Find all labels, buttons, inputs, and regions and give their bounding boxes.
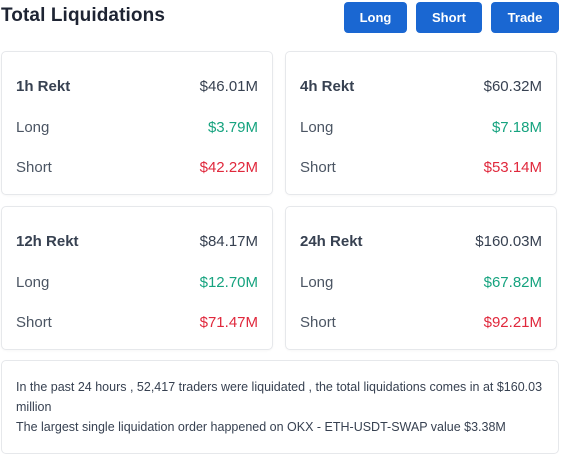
card-total-value: $60.32M bbox=[483, 77, 542, 95]
card-short-row: Short $71.47M bbox=[16, 312, 258, 332]
card-long-row: Long $3.79M bbox=[16, 117, 258, 137]
short-label: Short bbox=[16, 158, 52, 176]
long-label: Long bbox=[300, 273, 334, 291]
card-4h-rekt: 4h Rekt $60.32M Long $7.18M Short $53.14… bbox=[285, 51, 557, 195]
short-button[interactable]: Short bbox=[416, 2, 482, 33]
card-total-row: 1h Rekt $46.01M bbox=[16, 76, 258, 96]
card-total-row: 24h Rekt $160.03M bbox=[300, 231, 542, 251]
card-12h-rekt: 12h Rekt $84.17M Long $12.70M Short $71.… bbox=[1, 206, 273, 350]
long-value: $12.70M bbox=[199, 273, 258, 291]
card-title: 12h Rekt bbox=[16, 232, 79, 250]
card-total-row: 4h Rekt $60.32M bbox=[300, 76, 542, 96]
card-short-row: Short $42.22M bbox=[16, 157, 258, 177]
long-value: $3.79M bbox=[207, 118, 258, 136]
card-long-row: Long $67.82M bbox=[300, 272, 542, 292]
card-title: 1h Rekt bbox=[16, 77, 71, 95]
card-1h-rekt: 1h Rekt $46.01M Long $3.79M Short $42.22… bbox=[1, 51, 273, 195]
summary-line-largest-order: The largest single liquidation order hap… bbox=[16, 420, 506, 434]
liquidation-summary: In the past 24 hours , 52,417 traders we… bbox=[1, 360, 559, 454]
card-short-row: Short $92.21M bbox=[300, 312, 542, 332]
short-value: $92.21M bbox=[483, 313, 542, 331]
short-label: Short bbox=[300, 158, 336, 176]
long-value: $67.82M bbox=[483, 273, 542, 291]
card-total-row: 12h Rekt $84.17M bbox=[16, 231, 258, 251]
card-total-value: $84.17M bbox=[199, 232, 258, 250]
header: Total Liquidations Long Short Trade bbox=[0, 0, 570, 36]
card-24h-rekt: 24h Rekt $160.03M Long $67.82M Short $92… bbox=[285, 206, 557, 350]
long-button[interactable]: Long bbox=[344, 2, 407, 33]
card-long-row: Long $12.70M bbox=[16, 272, 258, 292]
card-total-value: $160.03M bbox=[475, 232, 542, 250]
summary-line-total: In the past 24 hours , 52,417 traders we… bbox=[16, 380, 543, 414]
short-value: $53.14M bbox=[483, 158, 542, 176]
short-value: $71.47M bbox=[199, 313, 258, 331]
long-label: Long bbox=[16, 118, 50, 136]
card-title: 24h Rekt bbox=[300, 232, 363, 250]
short-label: Short bbox=[300, 313, 336, 331]
card-short-row: Short $53.14M bbox=[300, 157, 542, 177]
short-value: $42.22M bbox=[199, 158, 258, 176]
trade-button[interactable]: Trade bbox=[491, 2, 559, 33]
long-value: $7.18M bbox=[491, 118, 542, 136]
long-label: Long bbox=[300, 118, 334, 136]
page-title: Total Liquidations bbox=[1, 5, 165, 26]
card-long-row: Long $7.18M bbox=[300, 117, 542, 137]
short-label: Short bbox=[16, 313, 52, 331]
long-label: Long bbox=[16, 273, 50, 291]
card-total-value: $46.01M bbox=[199, 77, 258, 95]
card-title: 4h Rekt bbox=[300, 77, 355, 95]
